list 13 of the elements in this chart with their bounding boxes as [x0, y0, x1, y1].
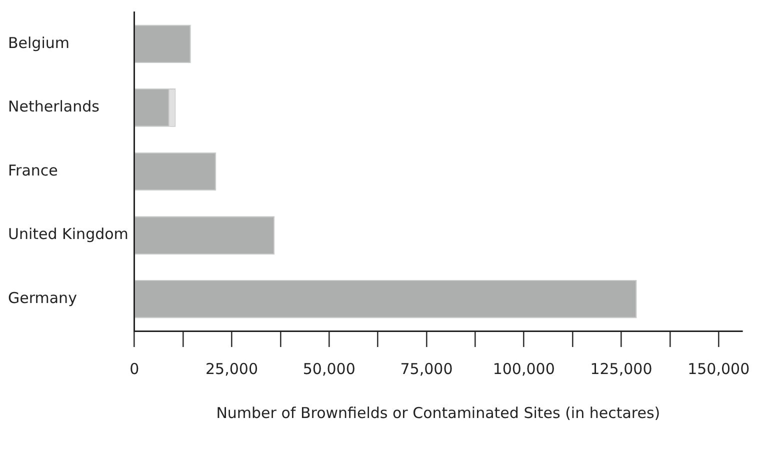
x-tick-label: 100,000: [492, 360, 555, 378]
x-tick-label: 125,000: [590, 360, 652, 378]
y-tick-label: Belgium: [8, 34, 70, 52]
y-tick-label: Netherlands: [8, 98, 100, 116]
x-tick-label: 50,000: [302, 360, 356, 378]
x-tick-label: 25,000: [206, 360, 258, 378]
x-tick-label: 150,000: [688, 360, 750, 378]
x-tick-label: 75,000: [400, 360, 453, 378]
y-tick-label: Germany: [8, 288, 78, 307]
x-axis-title: Number of Brownfields or Contaminated Sites (in hectares): [216, 404, 660, 422]
y-tick-label: France: [8, 161, 58, 180]
x-tick-label: 0: [130, 360, 140, 378]
y-tick-label: United Kingdom: [8, 225, 128, 244]
